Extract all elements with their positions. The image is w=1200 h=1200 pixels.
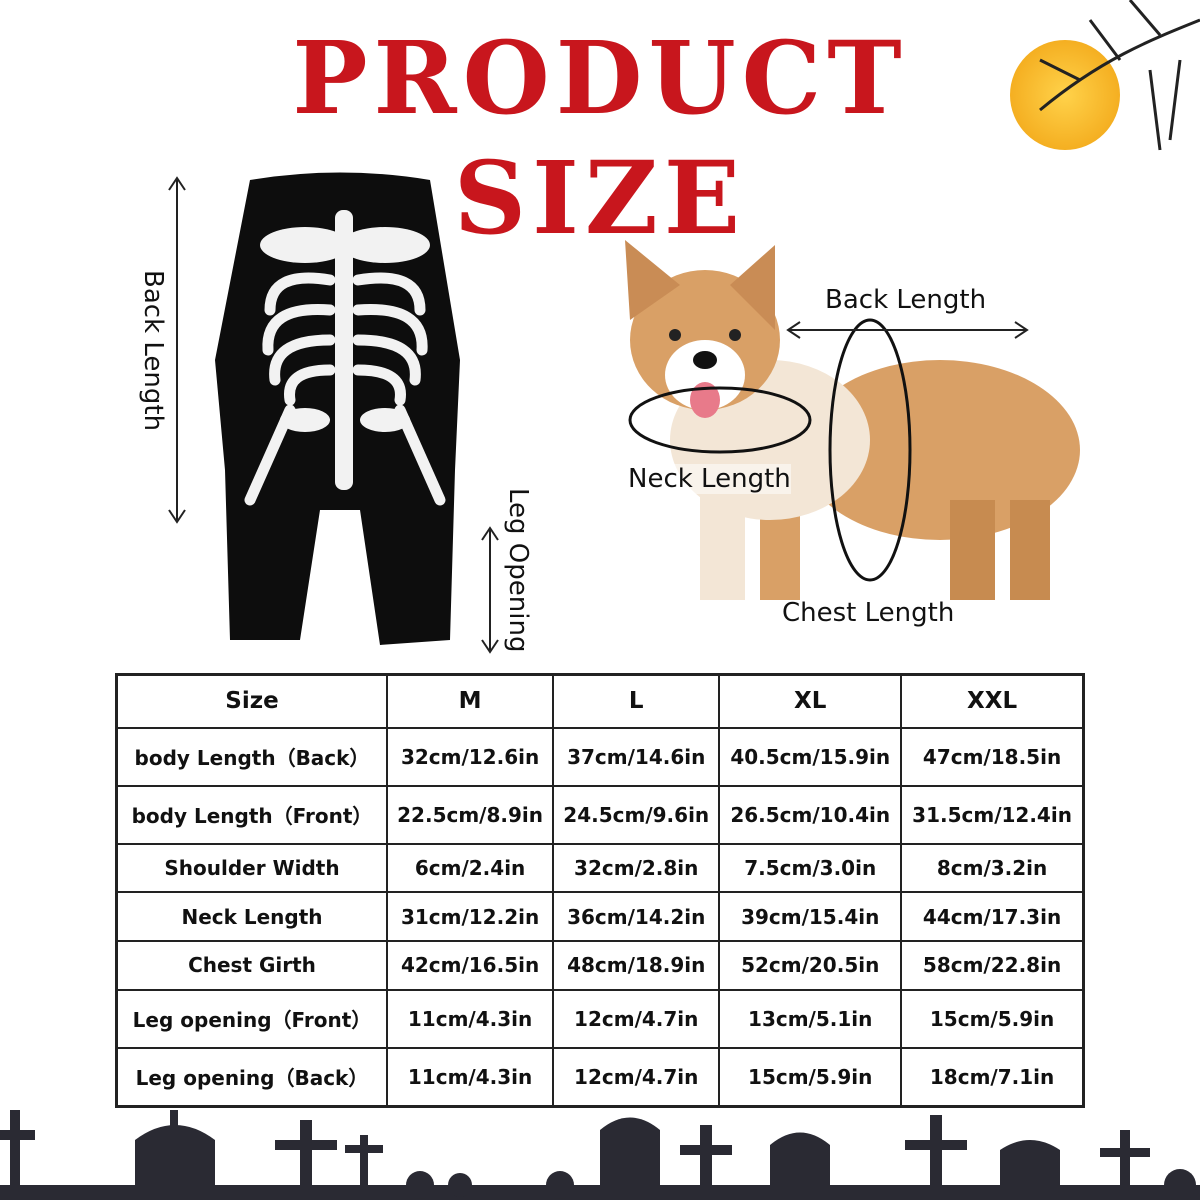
table-cell: 15cm/5.9in <box>900 988 1085 1049</box>
suit-leg-opening-label: Leg Opening <box>503 488 533 653</box>
table-cell: 8cm/3.2in <box>900 842 1085 894</box>
table-cell: 18cm/7.1in <box>900 1046 1085 1108</box>
row-label: Leg opening（Front） <box>115 988 388 1049</box>
table-row: Leg opening（Front） 11cm/4.3in 12cm/4.7in 13… <box>115 988 1085 1049</box>
header-cell: M <box>385 673 555 729</box>
dog-back-length-label: Back Length <box>825 285 987 315</box>
table-cell: 42cm/16.5in <box>385 939 555 991</box>
header-cell: L <box>552 673 721 729</box>
row-label: Neck Length <box>115 891 388 942</box>
table-row: Leg opening（Back） 11cm/4.3in 12cm/4.7in 15c… <box>115 1046 1085 1108</box>
table-cell: 52cm/20.5in <box>718 939 903 991</box>
dog-chest-length-label: Chest Length <box>782 598 955 628</box>
table-row: Neck Length 31cm/12.2in 36cm/14.2in 39cm/15… <box>115 891 1085 942</box>
dog-back-length-arrow <box>786 321 1029 339</box>
table-row: body Length（Back） 32cm/12.6in 37cm/14.6in 4… <box>115 726 1085 787</box>
table-cell: 12cm/4.7in <box>552 988 721 1049</box>
header-cell: XL <box>718 673 903 729</box>
table-cell: 39cm/15.4in <box>718 891 903 942</box>
graveyard-silhouette-decoration <box>0 1110 1200 1200</box>
table-cell: 31.5cm/12.4in <box>900 784 1085 845</box>
table-cell: 11cm/4.3in <box>385 988 555 1049</box>
back-length-arrow <box>168 176 186 524</box>
table-cell: 7.5cm/3.0in <box>718 842 903 894</box>
moon-decoration <box>1010 40 1120 150</box>
row-label: body Length（Front） <box>115 784 388 845</box>
table-cell: 32cm/2.8in <box>552 842 721 894</box>
table-cell: 37cm/14.6in <box>552 726 721 787</box>
header-cell: XXL <box>900 673 1085 729</box>
table-cell: 11cm/4.3in <box>385 1046 555 1108</box>
row-label: Leg opening（Back） <box>115 1046 388 1108</box>
header-cell: Size <box>115 673 388 729</box>
table-cell: 58cm/22.8in <box>900 939 1085 991</box>
table-cell: 40.5cm/15.9in <box>718 726 903 787</box>
suit-back-length-label: Back Length <box>138 270 168 432</box>
table-cell: 13cm/5.1in <box>718 988 903 1049</box>
table-row: Shoulder Width 6cm/2.4in 32cm/2.8in 7.5cm/3… <box>115 842 1085 894</box>
row-label: Shoulder Width <box>115 842 388 894</box>
table-cell: 22.5cm/8.9in <box>385 784 555 845</box>
size-chart-table: Size M L XL XXL body Length（Back） 32cm/12… <box>115 673 1085 1108</box>
table-row: body Length（Front） 22.5cm/8.9in 24.5cm/9.6… <box>115 784 1085 845</box>
table-cell: 12cm/4.7in <box>552 1046 721 1108</box>
table-cell: 47cm/18.5in <box>900 726 1085 787</box>
table-cell: 32cm/12.6in <box>385 726 555 787</box>
table-cell: 44cm/17.3in <box>900 891 1085 942</box>
table-cell: 31cm/12.2in <box>385 891 555 942</box>
row-label: body Length（Back） <box>115 726 388 787</box>
table-cell: 15cm/5.9in <box>718 1046 903 1108</box>
table-row: Chest Girth 42cm/16.5in 48cm/18.9in 52cm/20… <box>115 939 1085 991</box>
table-cell: 6cm/2.4in <box>385 842 555 894</box>
table-cell: 24.5cm/9.6in <box>552 784 721 845</box>
leg-opening-arrow <box>481 526 499 654</box>
table-cell: 36cm/14.2in <box>552 891 721 942</box>
row-label: Chest Girth <box>115 939 388 991</box>
table-cell: 48cm/18.9in <box>552 939 721 991</box>
tree-branch-decoration <box>1039 0 1200 151</box>
page-title: PRODUCT SIZE <box>292 19 908 257</box>
corgi-dog-image <box>625 240 1080 600</box>
table-cell: 26.5cm/10.4in <box>718 784 903 845</box>
table-header-row: Size M L XL XXL <box>115 673 1085 729</box>
skeleton-costume-image <box>215 172 460 645</box>
dog-neck-length-label: Neck Length <box>628 464 791 494</box>
